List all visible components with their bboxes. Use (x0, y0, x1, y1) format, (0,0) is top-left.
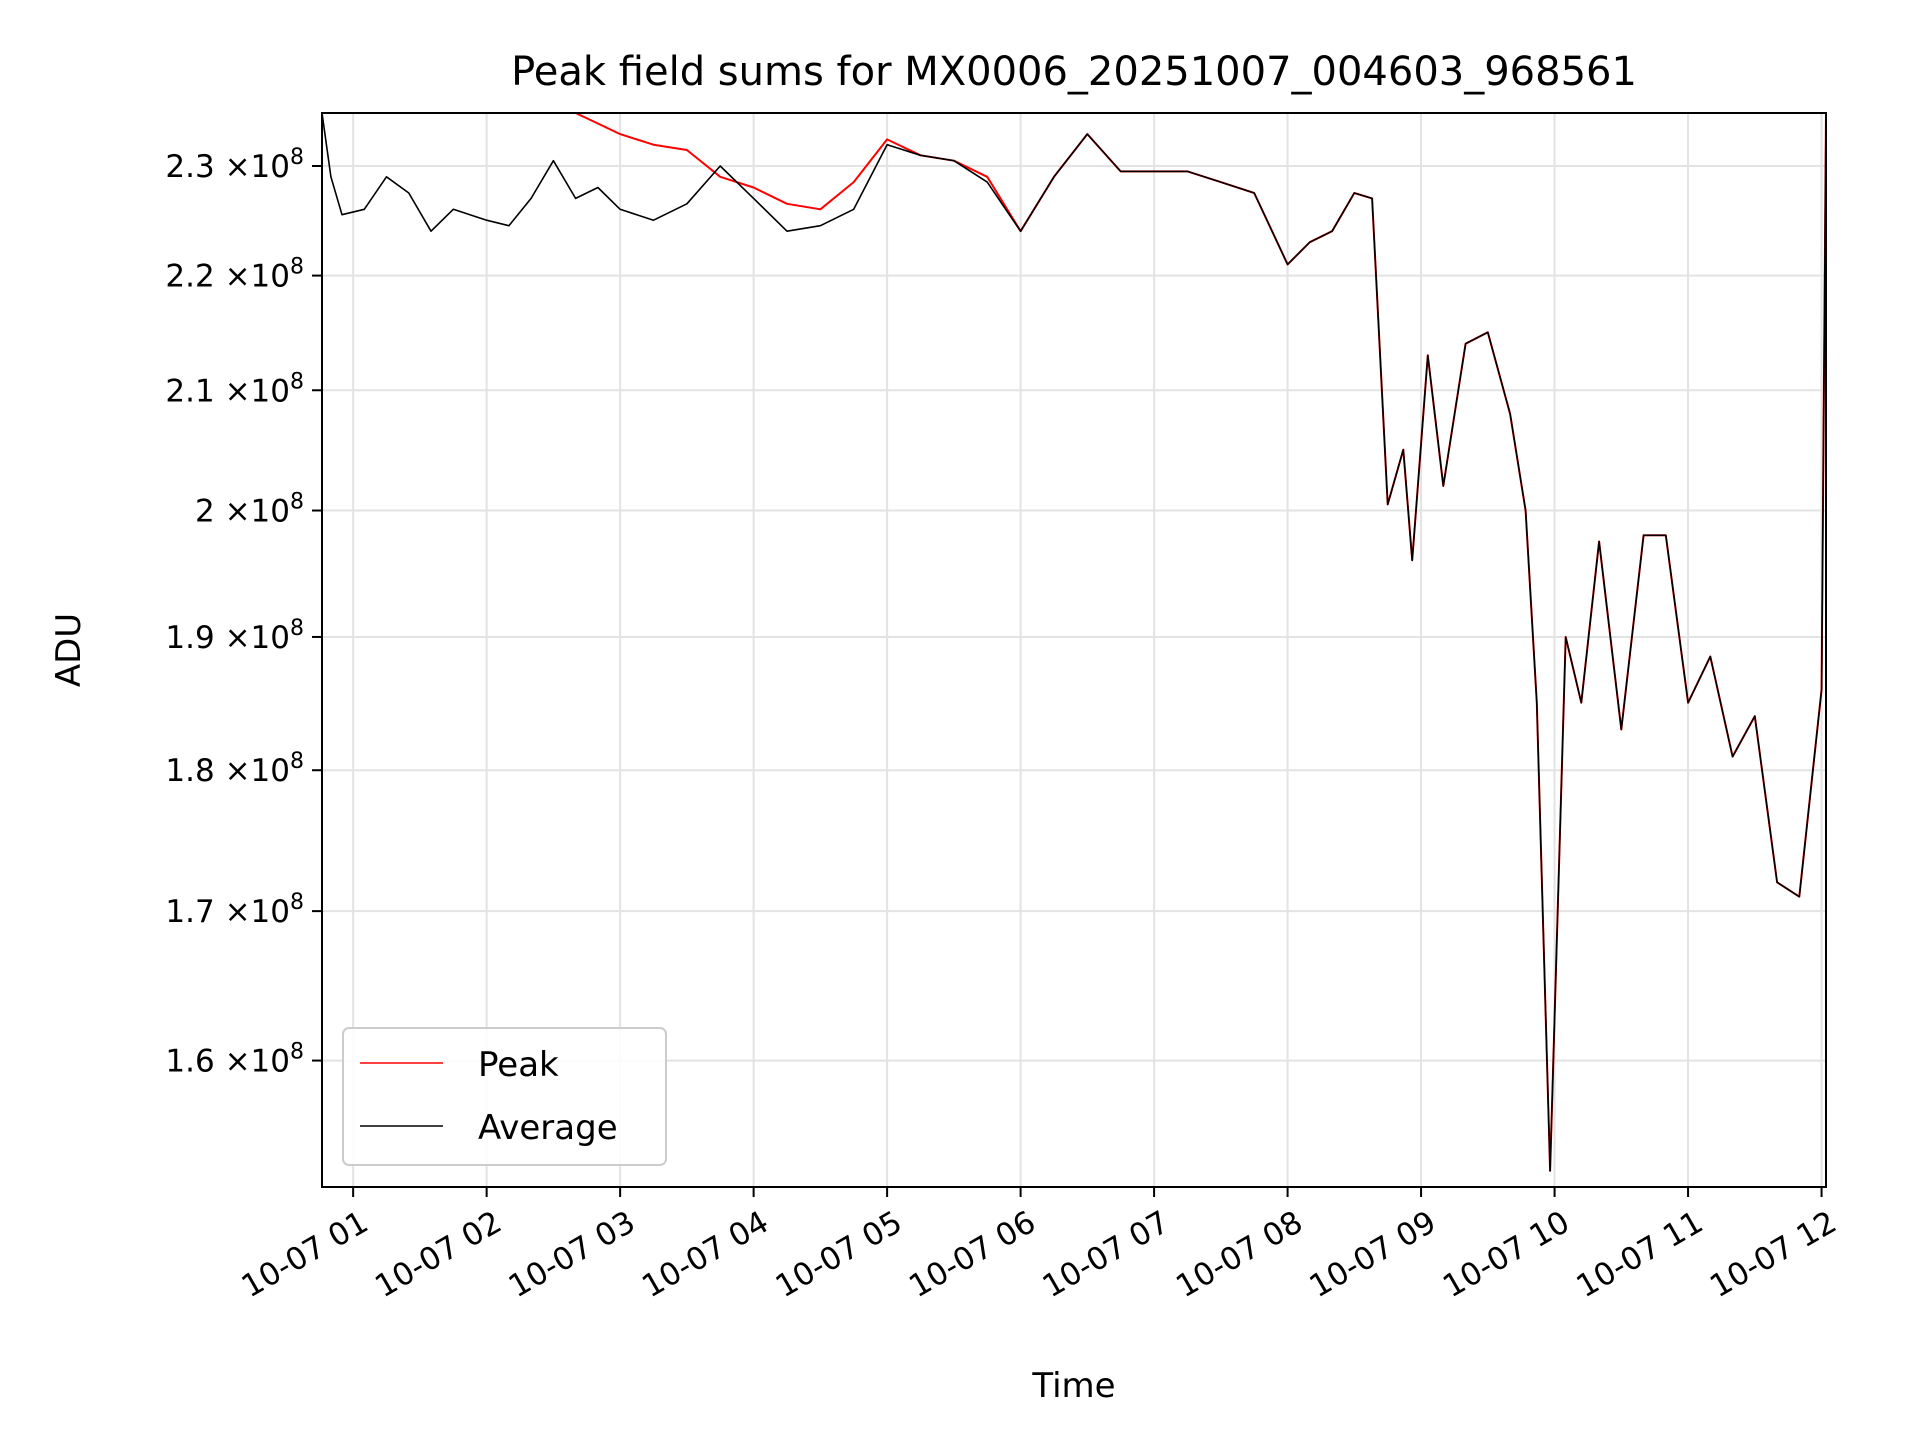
y-tick-label: 2.2 ×108 (165, 255, 304, 295)
y-tick-label: 1.8 ×108 (165, 749, 304, 789)
y-axis-label: ADU (49, 613, 89, 687)
y-tick-label: 1.6 ×108 (165, 1040, 304, 1080)
plot-area-frame (321, 112, 1827, 1188)
legend: Peak Average (342, 1027, 667, 1166)
x-axis-label: Time (1031, 1366, 1115, 1406)
legend-average-label: Average (478, 1108, 618, 1148)
y-axis-ticks: 1.6 ×108 1.7 ×108 1.8 ×108 1.9 ×108 2 ×108 2.… (165, 145, 322, 1080)
y-tick-label: 2 ×108 (195, 490, 304, 530)
series-line-average (322, 113, 1826, 1172)
legend-peak-label: Peak (478, 1045, 559, 1085)
y-tick-label: 1.9 ×108 (165, 616, 304, 656)
y-tick-label: 1.7 ×108 (165, 890, 304, 930)
y-tick-label: 2.1 ×108 (165, 369, 304, 409)
grid-lines (322, 113, 1826, 1187)
series-layer (322, 113, 1826, 1172)
chart-title: Peak field sums for MX0006_20251007_0046… (511, 49, 1637, 95)
y-tick-label: 2.3 ×108 (165, 145, 304, 185)
